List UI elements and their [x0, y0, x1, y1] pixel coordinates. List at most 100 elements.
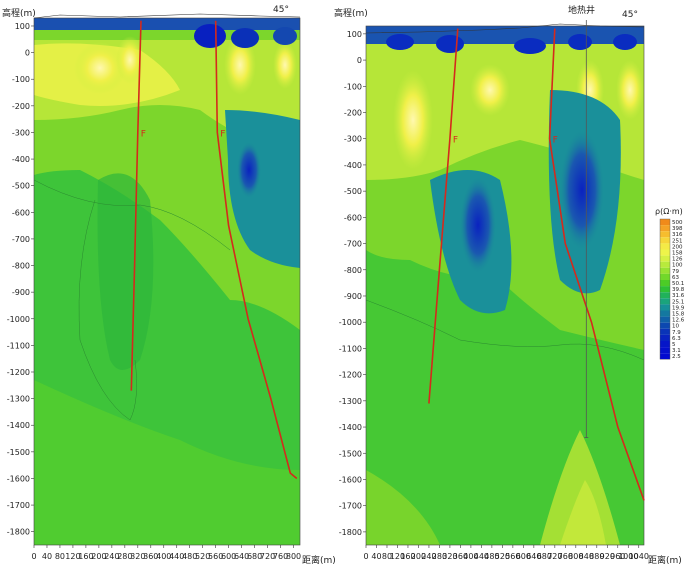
right-x-tick-label: 960	[610, 552, 625, 561]
left-y-tick-label: -600	[12, 208, 30, 217]
left-x-tick-label: 360	[143, 552, 158, 561]
legend-label: 39.8	[672, 287, 685, 293]
legend-swatch	[660, 304, 670, 311]
legend-label: 25.1	[672, 299, 684, 305]
left-y-tick-label: -1200	[7, 368, 30, 377]
left-x-tick-label: 320	[130, 552, 145, 561]
left-y-tick-label: -500	[12, 182, 30, 191]
right-x-tick-label: 720	[547, 552, 562, 561]
legend-frame	[659, 218, 671, 360]
legend-label: 126	[672, 257, 683, 263]
legend-swatch	[660, 334, 670, 341]
left-y-tick-label: -1100	[7, 341, 30, 350]
right-x-tick-label: 1040	[629, 552, 649, 561]
right-y-tick-label: -300	[344, 135, 362, 144]
left-fault-line-1	[130, 20, 142, 391]
legend-swatch	[660, 225, 670, 232]
right-y-tick-label: -1500	[339, 449, 362, 458]
legend-label: 10	[672, 324, 679, 330]
legend-swatch	[660, 261, 670, 268]
left-y-tick-label: -700	[12, 235, 30, 244]
left-x-tick-label: 440	[169, 552, 184, 561]
legend-label: 100	[672, 263, 683, 269]
legend-label: 200	[672, 244, 683, 250]
right-y-tick-label: -1200	[339, 371, 362, 380]
right-fault-line-1	[428, 28, 459, 404]
right-y-tick-label: -800	[344, 266, 362, 275]
legend-swatch	[660, 316, 670, 323]
legend-swatch	[660, 273, 670, 280]
legend-swatch	[660, 237, 670, 244]
legend-label: 398	[672, 226, 683, 232]
right-x-tick-label: 400	[463, 552, 478, 561]
color-legend: ρ(Ω·m) 500398316251200158126100796350.13…	[655, 207, 685, 360]
right-x-tick-label: 760	[558, 552, 573, 561]
left-x-tick-label: 40	[42, 552, 52, 561]
left-y-tick-label: -1500	[7, 448, 30, 457]
legend-swatch	[660, 322, 670, 329]
right-x-tick-label: 640	[526, 552, 541, 561]
left-x-tick-label: 560	[208, 552, 223, 561]
legend-label: 158	[672, 251, 683, 257]
legend-label: 5	[672, 342, 676, 348]
left-corner-label: 45°	[273, 5, 289, 15]
left-x-tick-label: 120	[65, 552, 80, 561]
legend-label: 7.9	[672, 330, 681, 336]
legend-swatch	[660, 298, 670, 305]
left-y-tick-label: 0	[25, 49, 30, 58]
left-y-tick-label: -1000	[7, 315, 30, 324]
right-ylabel: 高程(m)	[334, 7, 368, 19]
right-xlabel: 距离(m)	[648, 554, 682, 566]
right-x-tick-label: 280	[432, 552, 447, 561]
left-y-tick-label: -1800	[7, 528, 30, 537]
legend-label: 63	[672, 275, 679, 281]
left-x-tick-label: 520	[195, 552, 210, 561]
legend-label: 31.6	[672, 293, 685, 299]
legend-label: 19.9	[672, 305, 685, 311]
right-y-tick-label: 0	[357, 56, 362, 65]
right-x-tick-label: 560	[505, 552, 520, 561]
legend-title: ρ(Ω·m)	[655, 207, 683, 216]
right-x-tick-label: 320	[442, 552, 457, 561]
left-y-tick-label: -1700	[7, 501, 30, 510]
right-x-tick-label: 0	[363, 552, 368, 561]
right-y-tick-label: -1000	[339, 318, 362, 327]
left-fault-label-1: F	[141, 129, 146, 139]
legend-swatch	[660, 280, 670, 287]
left-y-tick-label: -200	[12, 102, 30, 111]
left-y-tick-label: -100	[12, 75, 30, 84]
left-y-tick-label: -1300	[7, 395, 30, 404]
right-x-tick-label: 800	[568, 552, 583, 561]
legend-swatches	[659, 218, 671, 360]
legend-label: 15.8	[672, 312, 685, 318]
left-x-tick-label: 0	[31, 552, 36, 561]
right-section: 1000-100-200-300-400-500-600-700-800-900…	[334, 4, 682, 566]
left-y-tick-label: -400	[12, 155, 30, 164]
right-fault-line-2	[548, 28, 645, 501]
left-x-tick-label: 800	[286, 552, 301, 561]
legend-label: 50.1	[672, 281, 684, 287]
right-fault-label-2: F	[553, 136, 558, 146]
right-x-tick-label: 520	[495, 552, 510, 561]
right-corner-label: 45°	[622, 10, 638, 20]
legend-labels: 500398316251200158126100796350.139.831.6…	[672, 220, 685, 360]
left-x-tick-label: 600	[221, 552, 236, 561]
left-axes: 100 0 -100 -200 -300 -400 -500 -600 -700 -800 -900…	[7, 22, 301, 561]
legend-swatch	[660, 243, 670, 250]
right-x-tick-label: 600	[516, 552, 531, 561]
legend-swatch	[660, 310, 670, 317]
right-y-tick-label: -1100	[339, 344, 362, 353]
right-x-tick-label: 440	[474, 552, 489, 561]
legend-swatch	[660, 249, 670, 256]
right-y-tick-label: -200	[344, 109, 362, 118]
left-plot-frame	[33, 17, 301, 546]
legend-swatch	[660, 286, 670, 293]
right-x-tick-label: 200	[411, 552, 426, 561]
left-y-tick-label: -1600	[7, 474, 30, 483]
right-y-tick-label: -1700	[339, 502, 362, 511]
right-x-tick-label: 680	[537, 552, 552, 561]
left-x-tick-label: 280	[117, 552, 132, 561]
left-x-tick-label: 760	[273, 552, 288, 561]
